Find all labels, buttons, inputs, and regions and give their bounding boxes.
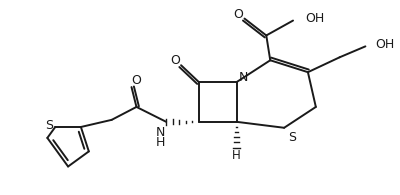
Text: H: H — [156, 136, 165, 149]
Text: O: O — [132, 74, 142, 87]
Text: H: H — [232, 149, 241, 162]
Text: O: O — [170, 54, 180, 67]
Text: O: O — [234, 8, 244, 21]
Text: N: N — [239, 71, 248, 84]
Text: S: S — [45, 119, 53, 131]
Text: N: N — [156, 126, 165, 139]
Text: OH: OH — [375, 38, 394, 51]
Text: OH: OH — [305, 12, 324, 25]
Text: S: S — [288, 131, 296, 144]
